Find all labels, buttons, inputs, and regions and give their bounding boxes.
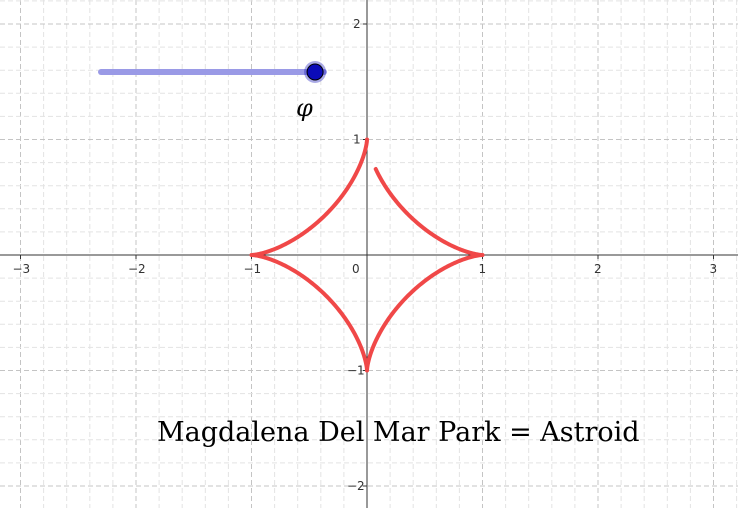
slider-label: φ — [296, 94, 313, 122]
x-tick-label: 2 — [594, 262, 602, 276]
x-tick-label: 0 — [352, 262, 360, 276]
x-tick-label: −2 — [128, 262, 146, 276]
phi-slider[interactable] — [98, 61, 327, 83]
y-tick-label: −1 — [347, 364, 365, 378]
x-tick-label: 1 — [479, 262, 487, 276]
caption-text: Magdalena Del Mar Park = Astroid — [157, 417, 640, 448]
axis-tick-labels: −3 −2 −1 0 1 2 3 2 1 −1 −2 — [13, 17, 718, 493]
x-tick-label: −1 — [244, 262, 262, 276]
y-tick-label: 2 — [353, 17, 361, 31]
x-tick-label: 3 — [710, 262, 718, 276]
astroid-curve[interactable] — [249, 137, 485, 373]
x-tick-label: −3 — [13, 262, 31, 276]
y-tick-label: 1 — [353, 133, 361, 147]
y-tick-label: −2 — [347, 479, 365, 493]
slider-knob[interactable] — [306, 63, 324, 81]
